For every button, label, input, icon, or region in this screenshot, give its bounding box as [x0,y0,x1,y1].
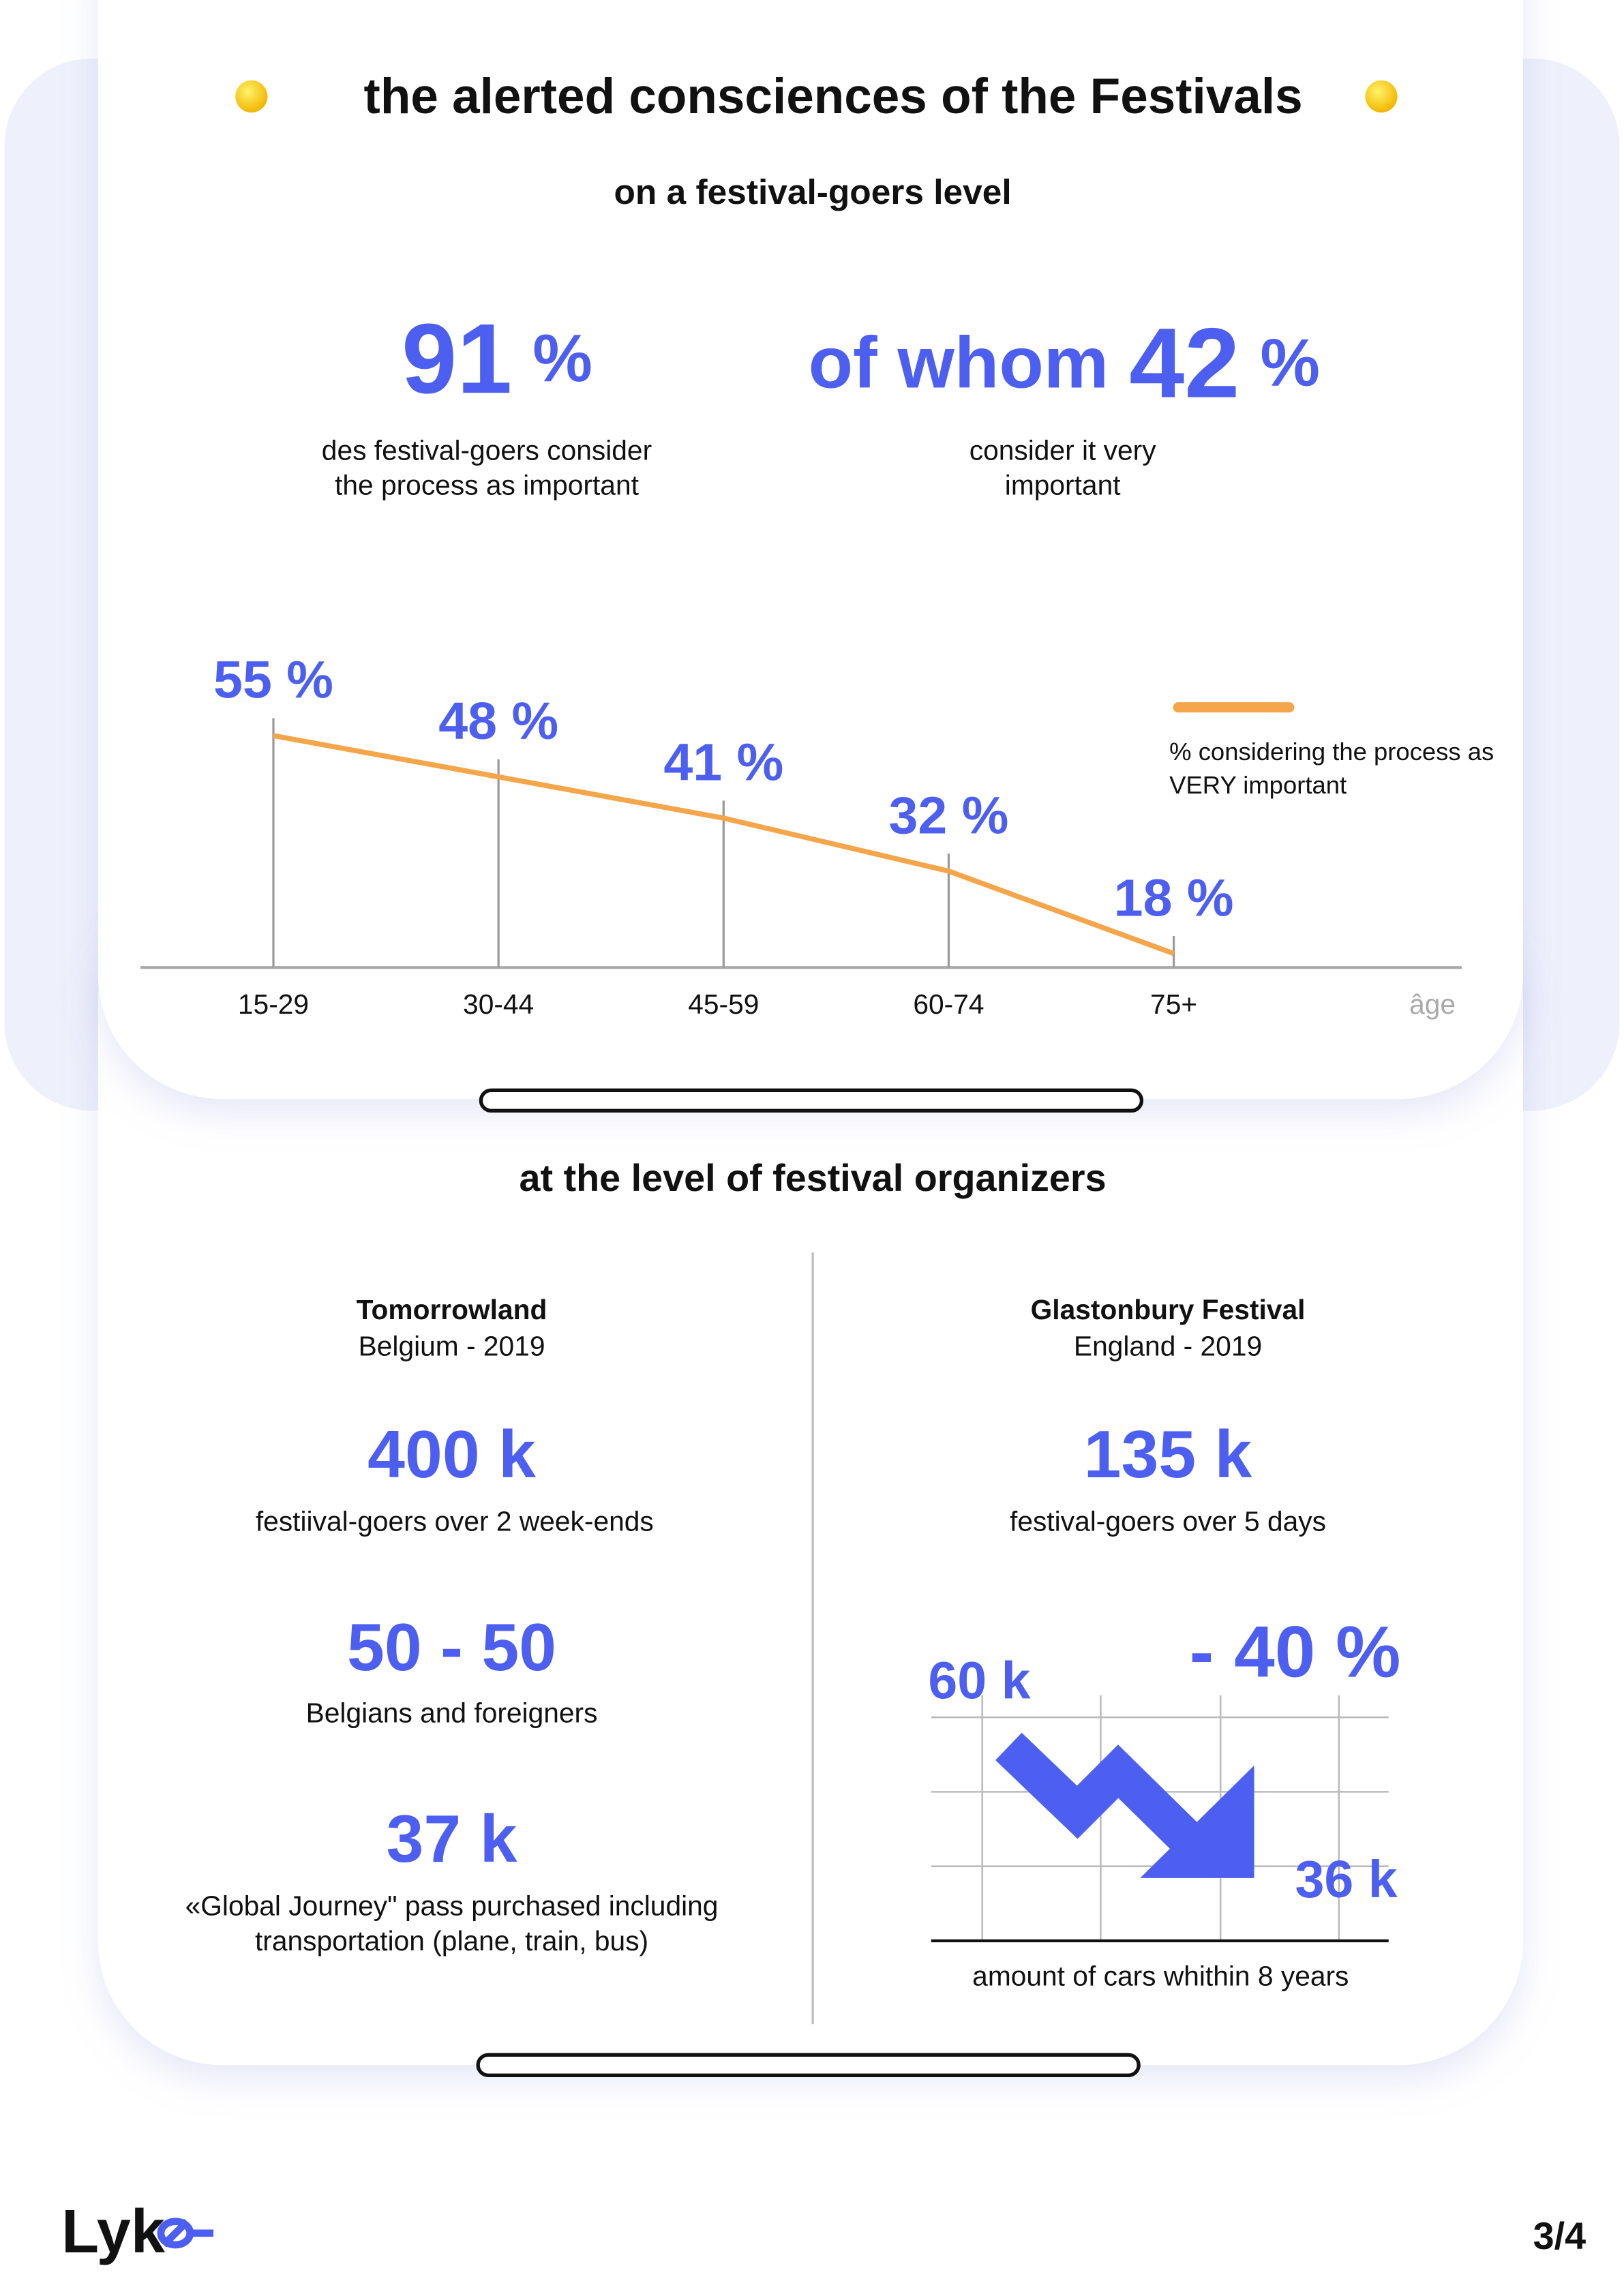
legend: % considering the process as VERY import… [1169,738,1494,800]
line-chart: 15-29 30-44 45-59 60-74 75+ âge 55 % 48 % 41 % 32… [140,651,1494,1020]
stat: 91% [402,303,592,414]
caption: consider it very [969,434,1156,466]
cars-end: 36 k [1295,1850,1397,1909]
caption: transportation (plane, train, bus) [255,1925,648,1957]
stat-unit: % [532,320,592,395]
section-title: at the level of festival organizers [520,1157,1107,1199]
caption: festiival-goers over 2 week-ends [256,1506,654,1537]
caption: festival-goers over 5 days [1010,1506,1326,1537]
stat-unit: % [1260,325,1320,400]
x-tick-label: 45-59 [688,988,759,1020]
logo: Lyk [61,2197,166,2266]
cars-start: 60 k [928,1651,1030,1710]
sun-icon [235,80,268,113]
cars-change: - 40 % [1190,1611,1401,1693]
divider-pill [476,2053,1141,2077]
caption: the process as important [335,470,640,501]
series-line [273,733,1175,956]
stat-value: 400 k [367,1417,536,1492]
stat: of whom 42% [809,307,1320,418]
divider-pill [479,1088,1144,1113]
title: the alerted consciences of the Festivals [364,69,1303,124]
festival-location: England - 2019 [1074,1330,1262,1361]
stat-value: 37 k [387,1801,517,1876]
festival-name: Tomorrowland [357,1294,547,1325]
x-axis-label: âge [1409,988,1456,1020]
stat-value: 135 k [1084,1417,1252,1492]
caption: important [1005,470,1121,501]
sun-icon [1365,80,1398,113]
value-label: 48 % [438,692,558,751]
stat-value: 91 [402,303,512,414]
value-label: 41 % [663,734,783,792]
festival-location: Belgium - 2019 [359,1330,545,1361]
subtitle: on a festival-goers level [614,172,1011,211]
organizers-card [97,877,1523,2066]
value-label: 55 % [213,651,333,710]
stat-value: 42 [1129,307,1239,418]
festival-name: Glastonbury Festival [1031,1294,1306,1325]
legend-label: % considering the process as VERY import… [1169,738,1494,800]
caption: Belgians and foreigners [306,1697,598,1729]
page-number: 3/4 [1533,2215,1586,2257]
decline-arrowhead [1140,1765,1254,1878]
logo-mark [157,2218,214,2249]
decline-arrow [995,1732,1215,1867]
x-tick-label: 75+ [1150,988,1197,1020]
caption: des festival-goers consider [322,434,652,466]
x-tick-label: 15-29 [238,988,309,1020]
value-label: 32 % [889,786,1009,845]
caption: «Global Journey" pass purchased includin… [185,1890,719,1922]
caption: amount of cars whithin 8 years [972,1960,1349,1991]
goers-card [97,0,1523,1100]
x-tick-label: 60-74 [913,988,984,1020]
stat-value: 50 - 50 [347,1610,556,1685]
value-label: 18 % [1114,868,1234,927]
x-tick-label: 30-44 [463,988,534,1020]
stat-prefix: of whom [809,322,1109,404]
